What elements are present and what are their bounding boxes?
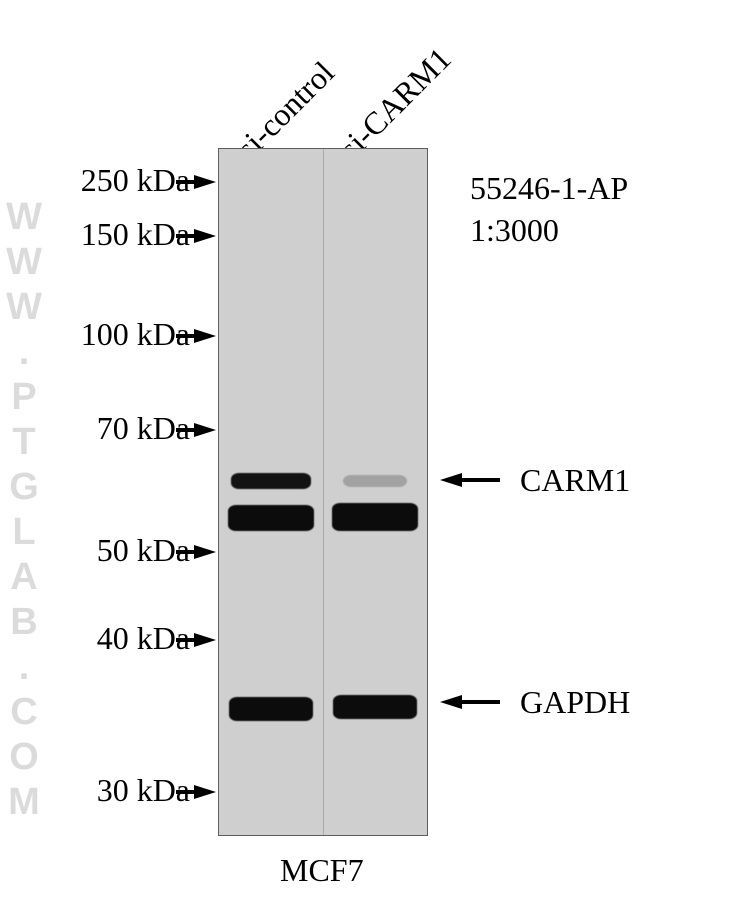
cell-line-label: MCF7 <box>280 852 364 889</box>
marker-arrow-icon <box>194 329 216 343</box>
gel-band <box>228 505 314 531</box>
gel-membrane <box>218 148 428 836</box>
western-blot-figure: WWW.PTGLAB.COM si-control si-CARM1 250 k… <box>0 0 746 903</box>
lane-divider <box>323 148 324 836</box>
band-arrow-icon <box>440 473 462 487</box>
gel-band <box>343 475 407 487</box>
marker-label: 100 kDa <box>81 316 190 353</box>
gel-band <box>333 695 417 719</box>
gel-band <box>229 697 313 721</box>
band-arrow-line <box>462 478 500 482</box>
band-arrow-line <box>462 700 500 704</box>
band-arrow-icon <box>440 695 462 709</box>
antibody-code: 55246-1-AP <box>470 170 628 207</box>
gel-band <box>231 473 312 489</box>
watermark-text: WWW.PTGLAB.COM <box>2 196 45 826</box>
band-label: CARM1 <box>520 462 630 499</box>
marker-arrow-icon <box>194 229 216 243</box>
antibody-dilution: 1:3000 <box>470 212 559 249</box>
marker-arrow-icon <box>194 785 216 799</box>
band-label: GAPDH <box>520 684 630 721</box>
marker-label: 150 kDa <box>81 216 190 253</box>
gel-band <box>332 503 418 531</box>
marker-arrow-icon <box>194 633 216 647</box>
marker-label: 250 kDa <box>81 162 190 199</box>
marker-arrow-icon <box>194 423 216 437</box>
marker-arrow-icon <box>194 175 216 189</box>
marker-arrow-icon <box>194 545 216 559</box>
